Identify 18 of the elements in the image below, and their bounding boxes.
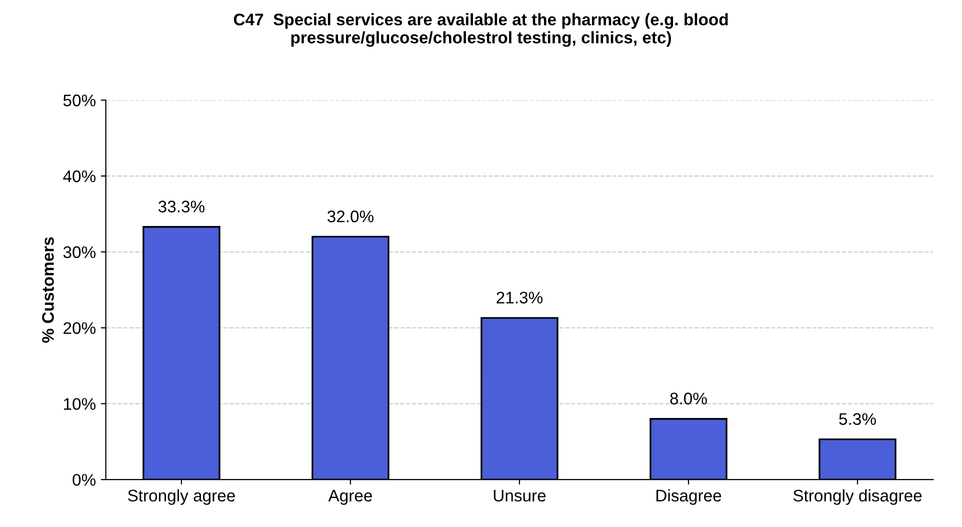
data-label: 21.3% [496, 292, 543, 304]
y-tick-label: 0% [72, 474, 96, 486]
x-tick-label: Disagree [656, 489, 722, 505]
x-tick-label: Strongly disagree [793, 489, 922, 505]
y-tick-label: 20% [64, 322, 96, 334]
x-tick-label: Strongly agree [128, 489, 235, 505]
chart-title: C47 Special services are available at the pharmacy (e.g. blood pressure/glucose/cholestrol testing, clinics, etc) [234, 13, 728, 47]
x-tick-label: Agree [328, 490, 372, 505]
data-label: 8.0% [670, 392, 707, 404]
y-tick-label: 50% [63, 94, 96, 106]
data-label: 32.0% [327, 210, 374, 222]
data-label: 5.3% [839, 413, 876, 425]
y-tick-label: 30% [63, 246, 96, 258]
x-tick-label: Unsure [494, 490, 546, 502]
y-axis-title: % Customers [42, 237, 54, 343]
data-label: 33.3% [158, 200, 204, 212]
y-tick-label: 10% [64, 398, 96, 410]
y-tick-label: 40% [63, 170, 96, 182]
